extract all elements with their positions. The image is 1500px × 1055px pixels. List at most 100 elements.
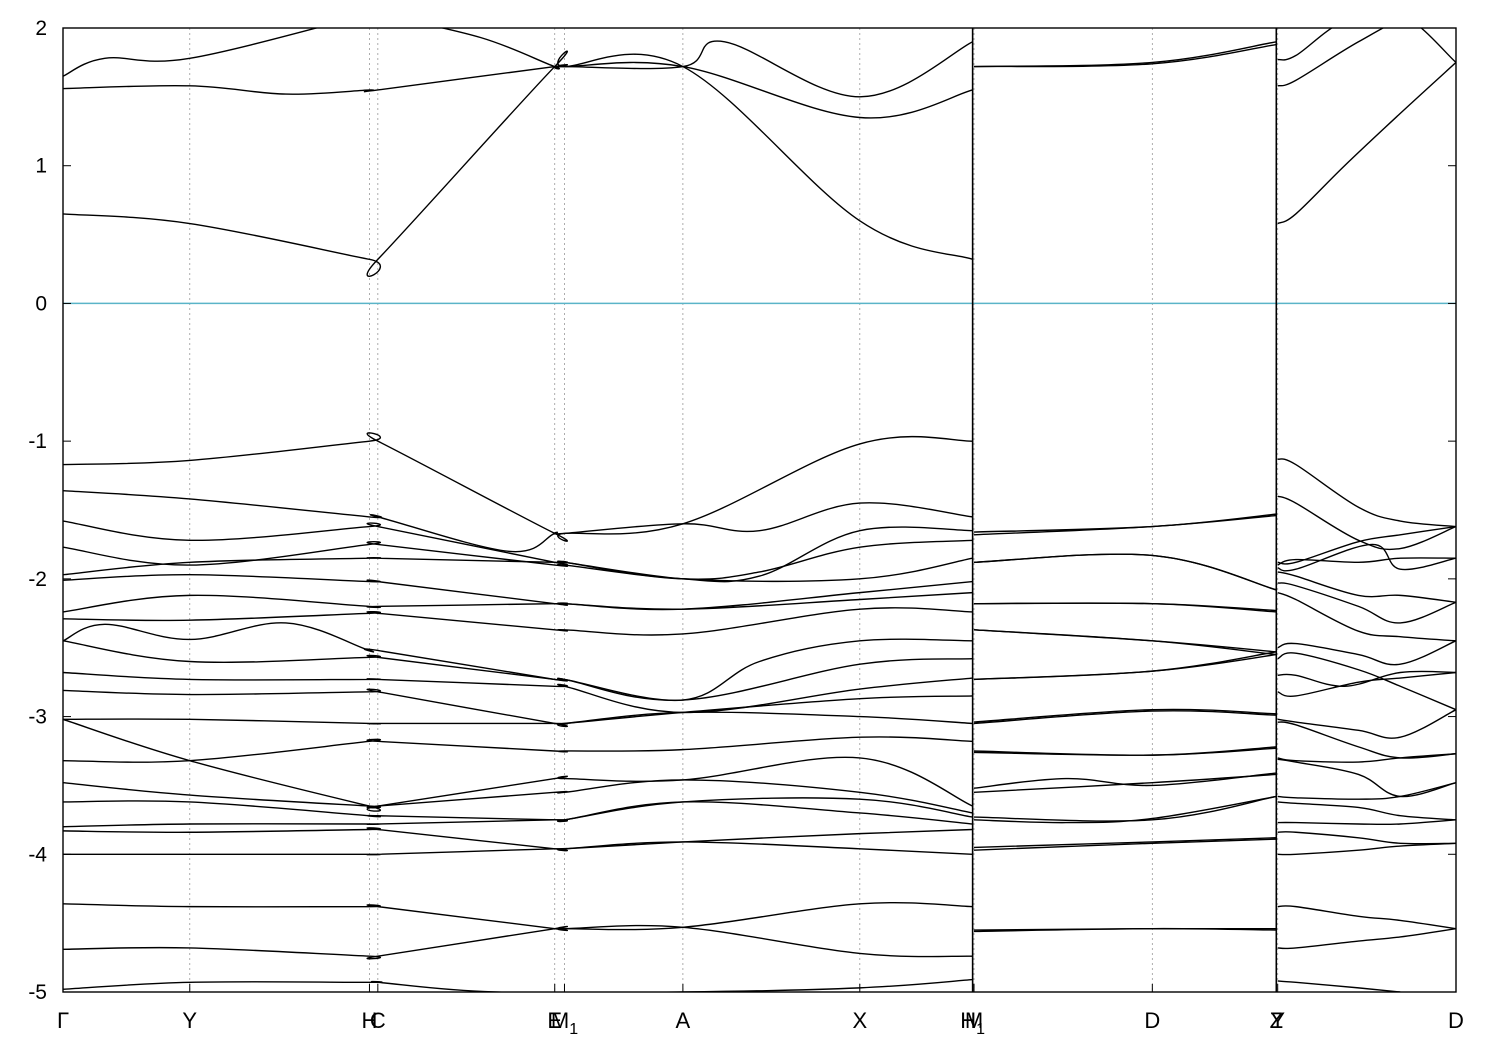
y-tick-label: 1 [35, 155, 47, 178]
kpoint-label: E [547, 1008, 562, 1033]
band-line-seg1-13 [63, 671, 973, 714]
band-line-seg1-4 [63, 490, 973, 553]
band-line-seg2-43 [973, 773, 1277, 794]
band-line-seg2-45 [973, 795, 1277, 824]
band-line-seg3-58 [1277, 571, 1456, 603]
kpoint-label-main: Z [1270, 1008, 1283, 1033]
band-line-seg1-0 [63, 50, 973, 277]
y-tick-label: 0 [35, 292, 47, 315]
band-line-seg2-41 [974, 747, 1277, 756]
band-line-seg2-26 [974, 41, 1277, 68]
band-line-seg3-57 [1277, 543, 1456, 572]
band-line-seg1-20 [63, 801, 973, 828]
band-line-seg3-53 [1277, 458, 1456, 528]
band-line-seg3-60 [1277, 591, 1456, 642]
kpoint-label: Y [182, 1008, 197, 1033]
band-line-seg1-7 [63, 556, 973, 583]
kpoint-label: A [676, 1008, 691, 1033]
band-line-seg3-73 [1277, 842, 1456, 856]
band-line-seg1-21 [63, 827, 973, 852]
band-line-seg2-42 [973, 772, 1277, 789]
grid-layer [189, 28, 1279, 992]
band-line-seg3-56 [1277, 557, 1456, 566]
kpoint-label-subscript: 1 [569, 1021, 578, 1038]
band-line-seg2-29 [973, 514, 1277, 536]
kpoint-label-main: C [370, 1008, 386, 1033]
kpoint-label-main: A [676, 1008, 691, 1033]
band-line-seg2-44 [974, 795, 1277, 822]
kpoint-label: Y [1270, 1008, 1285, 1033]
band-line-seg1-24 [63, 924, 973, 960]
band-layer [63, 28, 1456, 992]
band-line-seg3-50 [1277, 61, 1456, 225]
kpoint-label-main: X [852, 1008, 867, 1033]
kpoint-label-main: E [547, 1008, 562, 1033]
band-line-seg2-36 [973, 651, 1277, 681]
band-line-seg3-67 [1277, 753, 1456, 763]
band-line-seg2-39 [973, 710, 1277, 725]
band-line-seg3-62 [1277, 652, 1456, 711]
kpoint-label: H [362, 1008, 378, 1033]
band-line-seg2-37 [973, 653, 1277, 681]
kpoint-label-main: D [1144, 1008, 1160, 1033]
band-line-seg1-25 [63, 978, 973, 992]
band-line-seg3-65 [1277, 709, 1456, 739]
band-line-seg1-1 [63, 61, 973, 119]
kpoint-label: D [1144, 1008, 1160, 1033]
kpoint-label-main: Γ [57, 1008, 69, 1033]
band-line-seg1-22 [63, 841, 973, 856]
kpoint-label-main: M [965, 1008, 983, 1033]
band-line-seg3-55 [1277, 525, 1456, 565]
kpoint-label-main: Y [182, 1008, 197, 1033]
band-line-seg3-63 [1277, 670, 1456, 687]
band-line-seg3-61 [1277, 640, 1456, 666]
kpoint-label: Z [1270, 1008, 1283, 1033]
band-line-seg1-14 [63, 688, 973, 728]
band-line-seg3-51 [1277, 28, 1385, 87]
band-line-seg3-71 [1277, 819, 1456, 826]
band-line-seg3-72 [1277, 831, 1456, 845]
band-line-seg2-35 [973, 629, 1277, 656]
band-line-seg3-76 [1277, 980, 1401, 992]
band-line-seg3-64 [1277, 671, 1456, 697]
kpoint-label-main: D [1448, 1008, 1464, 1033]
frame-layer [62, 27, 1457, 993]
kpoint-label: C [370, 1008, 386, 1033]
y-tick-label: -1 [28, 430, 47, 453]
band-line-seg2-49 [974, 927, 1277, 933]
band-line-seg2-31 [973, 553, 1277, 591]
band-line-seg2-38 [973, 708, 1277, 723]
kpoint-label: X [852, 1008, 867, 1033]
band-line-seg1-6 [63, 539, 973, 580]
band-line-seg1-15 [63, 711, 973, 726]
band-line-seg2-47 [973, 838, 1277, 851]
band-line-seg1-10 [63, 607, 973, 636]
band-line-seg1-8 [63, 574, 973, 611]
band-line-seg1-3 [63, 432, 973, 542]
y-tick-label: -3 [28, 706, 47, 729]
band-line-seg3-75 [1277, 927, 1456, 950]
kpoint-label-main: H [362, 1008, 378, 1033]
y-tick-label: -4 [28, 843, 47, 866]
band-line-seg1-19 [63, 797, 973, 823]
band-line-seg3-52 [1277, 28, 1456, 63]
plot-frame [62, 27, 1457, 993]
band-line-seg2-32 [974, 602, 1277, 612]
band-line-seg3-69 [1277, 781, 1456, 800]
band-line-seg1-11 [63, 622, 973, 702]
band-line-seg2-33 [974, 602, 1277, 613]
band-line-seg3-70 [1277, 801, 1456, 821]
y-tick-label: -5 [28, 981, 47, 1004]
band-line-seg1-18 [63, 779, 973, 814]
band-line-seg1-23 [63, 901, 973, 932]
band-line-seg2-28 [973, 513, 1277, 533]
band-line-seg1-17 [63, 718, 973, 812]
kpoint-label: M [965, 1008, 983, 1033]
y-tick-label: 2 [35, 17, 47, 40]
band-line-seg1-9 [63, 591, 973, 613]
kpoint-label: M1 [551, 1008, 578, 1038]
band-line-seg3-66 [1277, 721, 1456, 759]
